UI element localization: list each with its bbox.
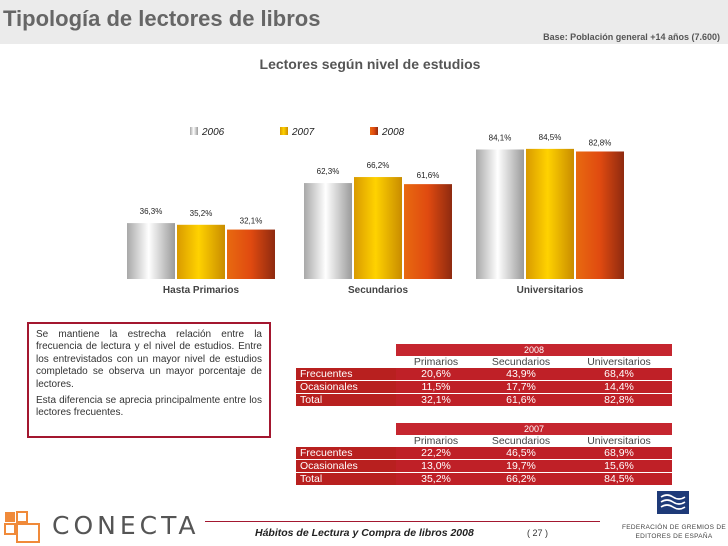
column-header: Secundarios bbox=[491, 435, 551, 447]
cell: 46,5% bbox=[476, 447, 566, 460]
cell: 20,6% bbox=[396, 368, 476, 381]
data-label: 61,6% bbox=[417, 171, 440, 180]
bar-2008-1 bbox=[404, 184, 452, 279]
column-header: Primarios bbox=[413, 435, 459, 447]
cell: 84,5% bbox=[566, 472, 672, 486]
cell: 22,2% bbox=[396, 447, 476, 460]
cell: 35,2% bbox=[396, 472, 476, 486]
data-label: 36,3% bbox=[140, 207, 163, 216]
footer-divider bbox=[205, 521, 600, 522]
data-label: 84,1% bbox=[489, 133, 512, 142]
chart-title: Lectores según nivel de estudios bbox=[259, 56, 481, 72]
row-label: Total bbox=[296, 472, 396, 486]
cell: 43,9% bbox=[476, 368, 566, 381]
table-year: 2007 bbox=[396, 423, 672, 435]
cell: 11,5% bbox=[396, 380, 476, 394]
table-2007: 2007 Primarios Secundarios Universitario… bbox=[296, 423, 672, 486]
row-label: Ocasionales bbox=[296, 380, 396, 394]
legend-label: 2006 bbox=[201, 127, 225, 138]
table-row: Total 35,2% 66,2% 84,5% bbox=[296, 472, 672, 486]
footer-title: Hábitos de Lectura y Compra de libros 20… bbox=[255, 527, 474, 539]
row-label: Ocasionales bbox=[296, 459, 396, 473]
bar-2008-2 bbox=[576, 151, 624, 279]
note-paragraph-1: Se mantiene la estrecha relación entre l… bbox=[36, 329, 262, 390]
column-header: Secundarios bbox=[491, 356, 551, 368]
table-row: Frecuentes 20,6% 43,9% 68,4% bbox=[296, 368, 672, 381]
bar-2007-0 bbox=[177, 224, 225, 279]
cell: 19,7% bbox=[476, 459, 566, 473]
cell: 14,4% bbox=[566, 380, 672, 394]
federation-name: FEDERACIÓN DE GREMIOS DE EDITORES DE ESP… bbox=[622, 524, 726, 540]
row-label: Total bbox=[296, 393, 396, 407]
data-label: 66,2% bbox=[367, 161, 390, 170]
category-label: Universitarios bbox=[517, 285, 584, 296]
row-label: Frecuentes bbox=[296, 368, 396, 381]
cell: 15,6% bbox=[566, 459, 672, 473]
data-label: 82,8% bbox=[589, 138, 612, 147]
legend-label: 2008 bbox=[381, 127, 405, 138]
header-bar: Tipología de lectores de libros Base: Po… bbox=[0, 0, 728, 44]
brand-logo-text: CONECTA bbox=[52, 511, 200, 540]
table-row: Ocasionales 13,0% 19,7% 15,6% bbox=[296, 459, 672, 473]
table-row: Total 32,1% 61,6% 82,8% bbox=[296, 393, 672, 407]
data-label: 35,2% bbox=[190, 209, 213, 218]
cell: 17,7% bbox=[476, 380, 566, 394]
bar-2007-1 bbox=[354, 177, 402, 279]
bar-2006-2 bbox=[476, 149, 524, 279]
bar-2006-0 bbox=[127, 223, 175, 279]
cell: 66,2% bbox=[476, 472, 566, 486]
cell: 61,6% bbox=[476, 393, 566, 407]
base-note: Base: Población general +14 años (7.600) bbox=[543, 32, 720, 42]
note-paragraph-2: Esta diferencia se aprecia principalment… bbox=[36, 395, 262, 419]
category-label: Hasta Primarios bbox=[163, 285, 240, 296]
table-row: Ocasionales 11,5% 17,7% 14,4% bbox=[296, 380, 672, 394]
legend-swatch bbox=[190, 127, 198, 135]
chart-legend: 2006 2007 2008 bbox=[190, 127, 405, 138]
legend-swatch bbox=[280, 127, 288, 135]
bar-2008-0 bbox=[227, 229, 275, 279]
table-year: 2008 bbox=[396, 344, 672, 356]
cell: 32,1% bbox=[396, 393, 476, 407]
category-label: Secundarios bbox=[348, 285, 408, 296]
data-label: 32,1% bbox=[240, 217, 263, 226]
data-label: 84,5% bbox=[539, 133, 562, 142]
column-header: Primarios bbox=[413, 356, 459, 368]
row-label: Frecuentes bbox=[296, 447, 396, 460]
legend-swatch bbox=[370, 127, 378, 135]
note-box: Se mantiene la estrecha relación entre l… bbox=[27, 322, 271, 438]
cell: 82,8% bbox=[566, 393, 672, 407]
cell: 13,0% bbox=[396, 459, 476, 473]
conecta-logo-icon bbox=[4, 511, 40, 543]
legend-label: 2007 bbox=[291, 127, 315, 138]
data-label: 62,3% bbox=[317, 167, 340, 176]
page-number: ( 27 ) bbox=[527, 528, 549, 538]
federation-logo-icon bbox=[657, 491, 689, 514]
page-title: Tipología de lectores de libros bbox=[3, 6, 321, 31]
column-header: Universitarios bbox=[587, 435, 651, 447]
bars-group: 36,3% 62,3% 84,1% 35,2% 66,2% 84,5% 32,1% 61,6%… bbox=[127, 133, 624, 279]
table-row: Frecuentes 22,2% 46,5% 68,9% bbox=[296, 447, 672, 460]
bar-2006-1 bbox=[304, 183, 352, 279]
cell: 68,4% bbox=[566, 368, 672, 381]
bar-2007-2 bbox=[526, 148, 574, 279]
category-labels: Hasta Primarios Secundarios Universitarios bbox=[163, 285, 584, 296]
column-header: Universitarios bbox=[587, 356, 651, 368]
table-2008: 2008 Primarios Secundarios Universitario… bbox=[296, 344, 672, 407]
cell: 68,9% bbox=[566, 447, 672, 460]
bar-chart: 2006 2007 2008 36,3% 62,3% 84,1% 35,2% 66,2% 84… bbox=[127, 127, 624, 296]
